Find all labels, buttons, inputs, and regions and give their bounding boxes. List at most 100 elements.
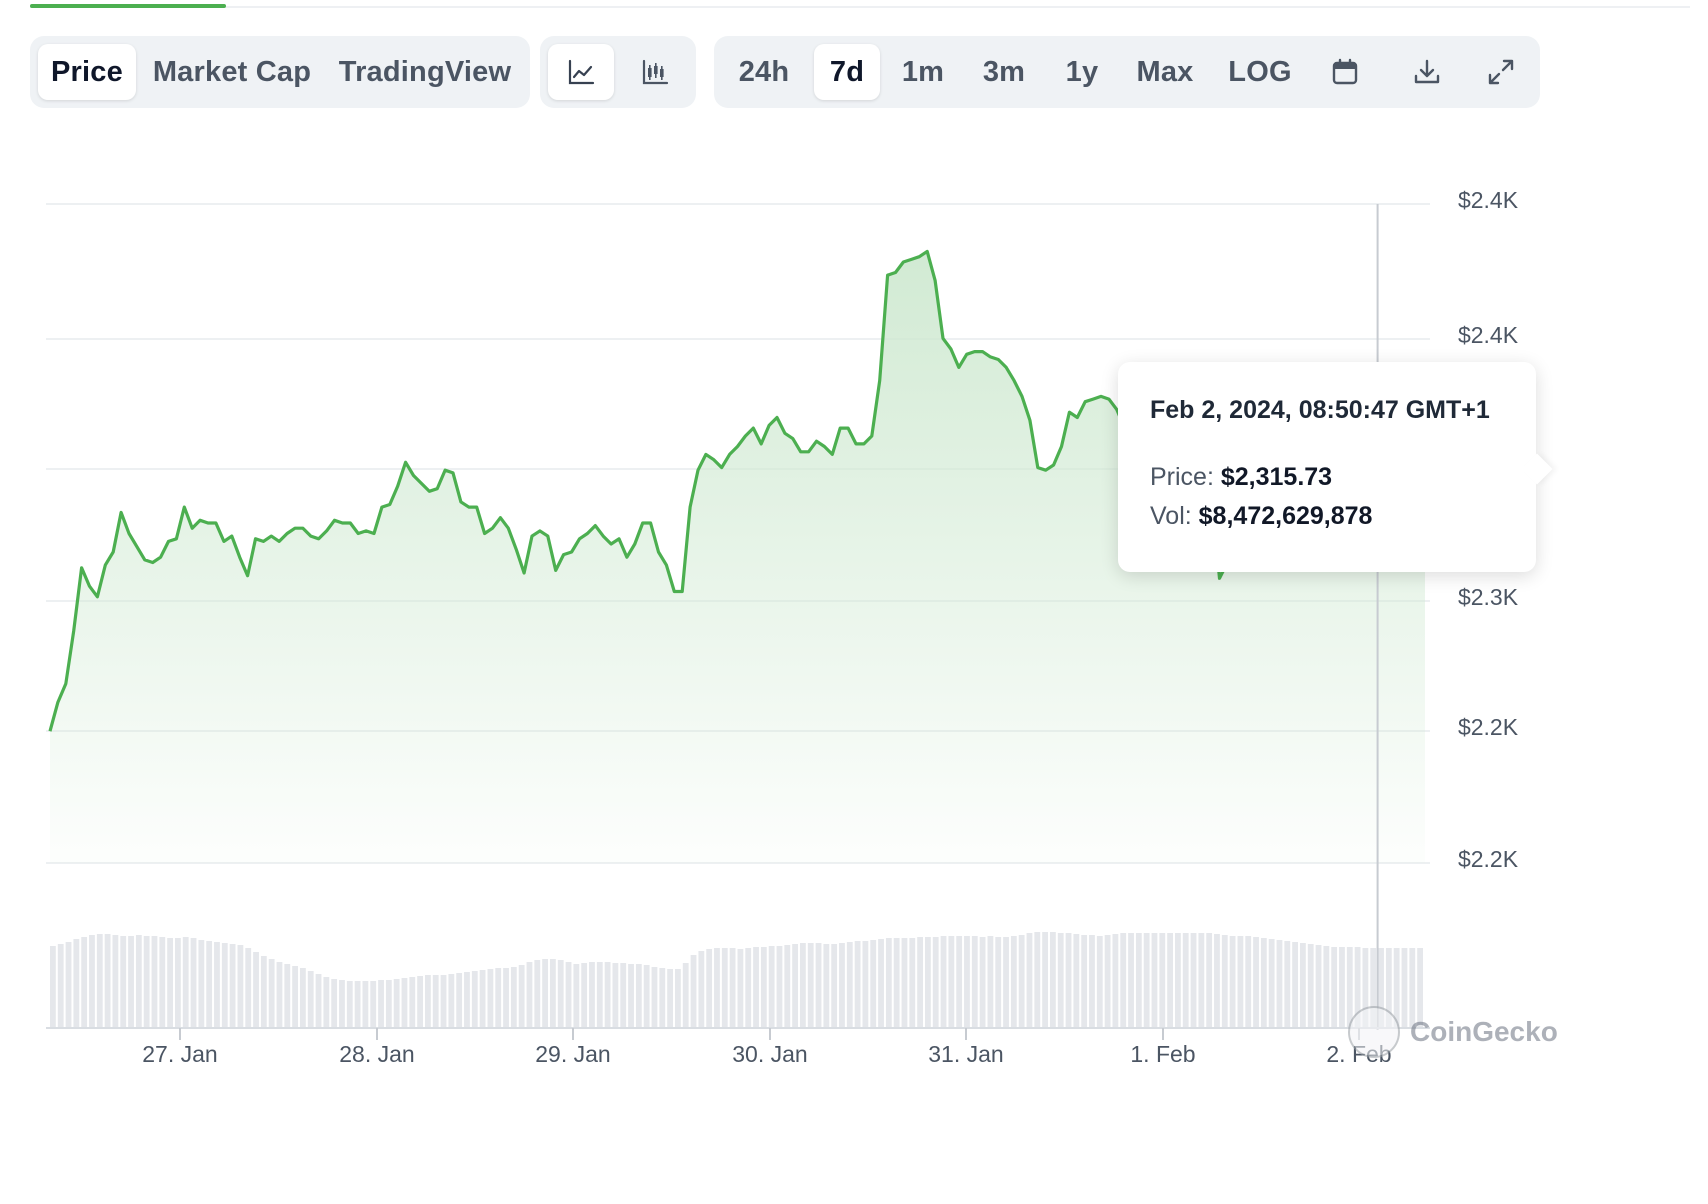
volume-bar bbox=[112, 935, 119, 1028]
volume-bar bbox=[581, 963, 588, 1028]
volume-bar bbox=[253, 952, 259, 1028]
volume-bar bbox=[596, 962, 603, 1028]
volume-bar bbox=[1003, 937, 1009, 1028]
candlestick-chart-button[interactable] bbox=[622, 44, 688, 100]
volume-bar bbox=[1026, 933, 1033, 1028]
range-24h[interactable]: 24h bbox=[738, 55, 790, 88]
chart-svg: $2.4K$2.4K$2.3K$2.3K$2.2K$2.2K 27. Jan28… bbox=[46, 187, 1519, 1067]
volume-bar bbox=[706, 949, 713, 1028]
volume-bar bbox=[1276, 940, 1283, 1028]
volume-bar bbox=[1065, 933, 1072, 1028]
tab-tradingview[interactable]: TradingView bbox=[338, 55, 512, 88]
volume-bar bbox=[276, 962, 283, 1028]
price-area bbox=[50, 251, 1425, 863]
volume-bar bbox=[284, 964, 291, 1028]
volume-bar bbox=[440, 975, 447, 1028]
volume-bar bbox=[870, 940, 877, 1028]
y-tick-label: $2.2K bbox=[1458, 714, 1519, 740]
log-toggle[interactable]: LOG bbox=[1228, 55, 1292, 88]
volume-bar bbox=[1050, 932, 1056, 1028]
volume-bar bbox=[628, 964, 634, 1028]
volume-bar bbox=[589, 962, 595, 1028]
download-button[interactable] bbox=[1394, 44, 1460, 100]
volume-bar bbox=[175, 938, 181, 1028]
volume-bar bbox=[221, 943, 228, 1028]
volume-bar bbox=[979, 937, 986, 1028]
range-7d[interactable]: 7d bbox=[814, 44, 880, 100]
tab-price[interactable]: Price bbox=[38, 44, 136, 100]
volume-bar bbox=[128, 936, 134, 1028]
volume-bar bbox=[323, 977, 330, 1028]
volume-bar bbox=[1057, 933, 1064, 1028]
range-3m[interactable]: 3m bbox=[982, 55, 1026, 88]
volume-bar bbox=[1151, 933, 1158, 1028]
volume-bar bbox=[565, 962, 572, 1028]
volume-bar bbox=[346, 981, 353, 1028]
volume-bar bbox=[1198, 933, 1205, 1028]
x-tick-label: 28. Jan bbox=[339, 1041, 414, 1067]
volume-bar bbox=[315, 974, 322, 1028]
volume-bar bbox=[339, 980, 345, 1028]
range-max[interactable]: Max bbox=[1136, 55, 1194, 88]
volume-bar bbox=[659, 968, 666, 1028]
volume-bar bbox=[73, 939, 80, 1028]
volume-bar bbox=[1096, 936, 1103, 1028]
volume-bar bbox=[471, 971, 478, 1028]
volume-bar bbox=[831, 944, 838, 1028]
volume-bar bbox=[510, 967, 517, 1028]
volume-bar bbox=[667, 969, 673, 1028]
volume-bar bbox=[182, 937, 189, 1028]
volume-bar bbox=[940, 936, 947, 1028]
volume-bar bbox=[956, 936, 963, 1028]
coingecko-logo-icon bbox=[1348, 1006, 1400, 1058]
volume-bar bbox=[925, 937, 931, 1028]
volume-bar bbox=[698, 951, 705, 1028]
volume-bar bbox=[620, 963, 627, 1028]
volume-bar bbox=[534, 960, 541, 1028]
volume-bar bbox=[1175, 933, 1181, 1028]
volume-bar bbox=[518, 965, 525, 1028]
volume-bar bbox=[1284, 941, 1291, 1028]
volume-bar bbox=[807, 943, 814, 1028]
volume-bar bbox=[190, 938, 197, 1028]
volume-bar bbox=[1268, 939, 1275, 1028]
price-tooltip: Feb 2, 2024, 08:50:47 GMT+1 Price: $2,31… bbox=[1118, 362, 1536, 572]
volume-bar bbox=[1229, 936, 1236, 1028]
calendar-button[interactable] bbox=[1312, 44, 1378, 100]
range-1m[interactable]: 1m bbox=[901, 55, 945, 88]
volume-bar bbox=[675, 969, 681, 1028]
fullscreen-button[interactable] bbox=[1468, 44, 1534, 100]
volume-bar bbox=[542, 959, 548, 1028]
volume-bar bbox=[1292, 942, 1298, 1028]
volume-bar bbox=[432, 975, 439, 1028]
volume-bar bbox=[331, 979, 338, 1028]
volume-bar bbox=[1190, 933, 1197, 1028]
price-chart[interactable]: $2.4K$2.4K$2.3K$2.3K$2.2K$2.2K 27. Jan28… bbox=[0, 130, 1708, 1204]
volume-bar bbox=[682, 963, 689, 1028]
volume-bar bbox=[987, 936, 994, 1028]
tab-market-cap[interactable]: Market Cap bbox=[152, 55, 312, 88]
volume-bar bbox=[378, 980, 384, 1028]
volume-bar bbox=[1339, 947, 1345, 1028]
volume-bar bbox=[1081, 935, 1088, 1028]
tooltip-date: Feb 2, 2024, 08:50:47 GMT+1 bbox=[1150, 396, 1490, 424]
range-1y[interactable]: 1y bbox=[1065, 55, 1099, 88]
volume-bar bbox=[573, 964, 580, 1028]
volume-bar bbox=[1315, 945, 1322, 1028]
volume-bar bbox=[409, 977, 416, 1028]
volume-bar bbox=[776, 946, 783, 1028]
volume-bar bbox=[370, 981, 377, 1028]
volume-bar bbox=[151, 936, 158, 1028]
volume-bar bbox=[1010, 936, 1017, 1028]
view-tab-group: Price Market Cap TradingView bbox=[30, 36, 530, 108]
volume-bar bbox=[1401, 948, 1408, 1028]
line-chart-button[interactable] bbox=[548, 44, 614, 100]
volume-bar bbox=[401, 978, 408, 1028]
volume-bar bbox=[503, 968, 509, 1028]
volume-bar bbox=[448, 974, 455, 1028]
range-group: 24h 7d 1m 3m 1y Max LOG bbox=[714, 36, 1540, 108]
volume-bar bbox=[932, 937, 939, 1028]
x-tick-label: 30. Jan bbox=[732, 1041, 807, 1067]
volume-bar bbox=[1167, 933, 1173, 1028]
volume-bar bbox=[885, 938, 892, 1028]
